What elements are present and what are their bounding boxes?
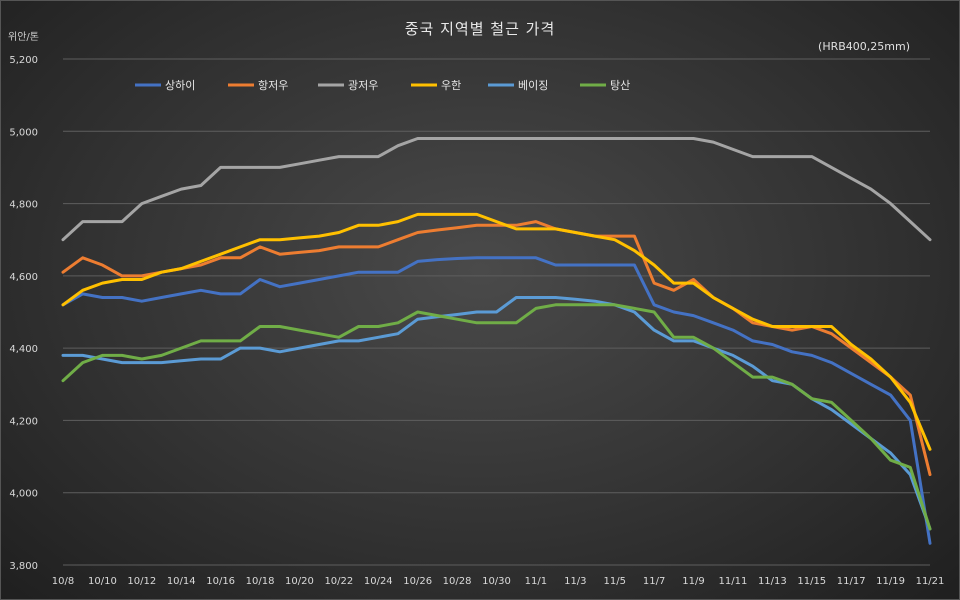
x-tick-label: 11/21 — [916, 576, 945, 587]
y-axis-unit-label: 위안/톤 — [8, 32, 39, 43]
x-tick-label: 10/24 — [364, 576, 393, 587]
x-tick-label: 11/17 — [837, 576, 866, 587]
chart-subtitle: (HRB400,25mm) — [818, 40, 910, 53]
series-line-1 — [61, 256, 932, 545]
y-tick-label: 5,000 — [9, 127, 38, 138]
y-tick-label: 5,200 — [9, 55, 38, 66]
legend-label: 탕산 — [610, 79, 630, 92]
y-tick-label: 4,600 — [9, 272, 38, 283]
x-tick-label: 11/3 — [564, 576, 586, 587]
x-tick-label: 10/14 — [167, 576, 196, 587]
chart-title: 중국 지역별 철근 가격 — [404, 20, 556, 38]
x-tick-label: 10/16 — [206, 576, 235, 587]
legend-label: 상하이 — [165, 78, 195, 92]
x-tick-label: 11/5 — [603, 576, 625, 587]
y-tick-label: 4,000 — [9, 489, 38, 500]
x-tick-label: 10/28 — [443, 576, 472, 587]
x-tick-label: 11/1 — [525, 576, 547, 587]
series-line-6 — [61, 303, 932, 531]
legend-label: 우한 — [441, 79, 461, 92]
x-tick-label: 10/12 — [127, 576, 156, 587]
legend-label: 베이징 — [518, 79, 548, 92]
x-tick-label: 10/8 — [52, 576, 74, 587]
series-line-5 — [61, 296, 932, 531]
y-tick-label: 4,400 — [9, 344, 38, 355]
x-tick-label: 10/18 — [246, 576, 275, 587]
x-tick-label: 10/22 — [324, 576, 353, 587]
x-tick-label: 11/15 — [797, 576, 826, 587]
legend-label: 광저우 — [348, 79, 378, 92]
x-tick-label: 11/11 — [719, 576, 748, 587]
x-tick-label: 10/30 — [482, 576, 511, 587]
x-tick-label: 10/26 — [403, 576, 432, 587]
x-tick-label: 11/7 — [643, 576, 665, 587]
x-tick-label: 10/20 — [285, 576, 314, 587]
x-tick-label: 10/10 — [88, 576, 117, 587]
y-tick-label: 4,200 — [9, 416, 38, 427]
series-line-2 — [61, 220, 932, 477]
x-tick-label: 11/19 — [876, 576, 905, 587]
x-tick-label: 11/13 — [758, 576, 787, 587]
y-tick-label: 3,800 — [9, 561, 38, 572]
y-tick-label: 4,800 — [9, 200, 38, 211]
series-line-4 — [61, 212, 932, 451]
x-tick-label: 11/9 — [682, 576, 704, 587]
legend-label: 항저우 — [258, 79, 288, 92]
series-line-3 — [61, 137, 932, 242]
